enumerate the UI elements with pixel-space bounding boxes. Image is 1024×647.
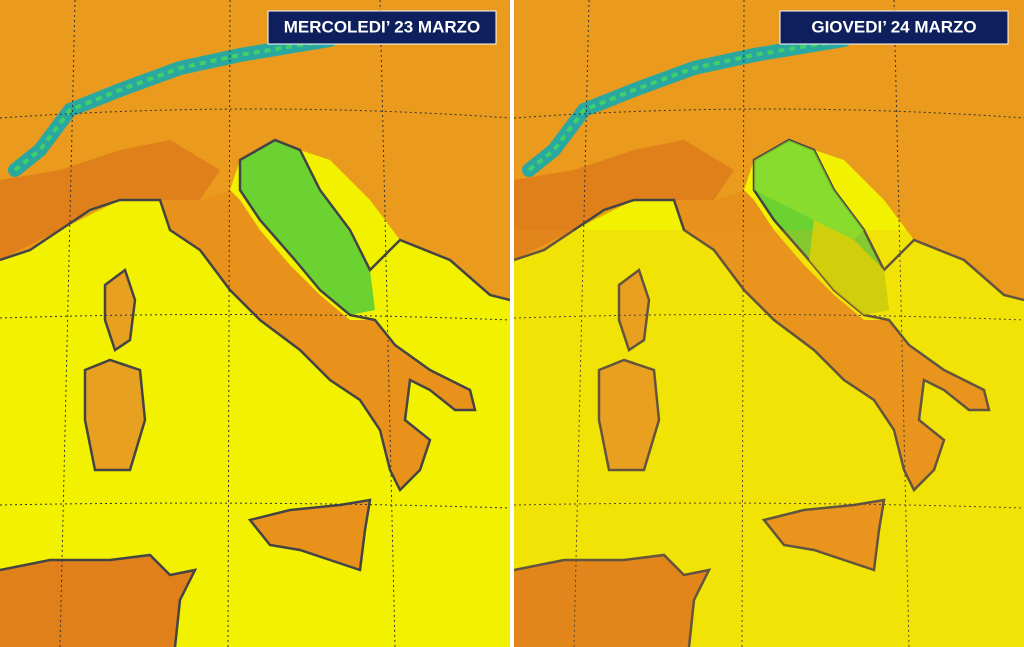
panel-title: GIOVEDI’ 24 MARZO: [811, 17, 976, 36]
map-panel-2: [514, 0, 1024, 647]
label-box: [779, 10, 1009, 45]
map-panel-1: [0, 0, 510, 647]
label-box: [267, 10, 497, 45]
panel-title: MERCOLEDI’ 23 MARZO: [284, 17, 480, 36]
